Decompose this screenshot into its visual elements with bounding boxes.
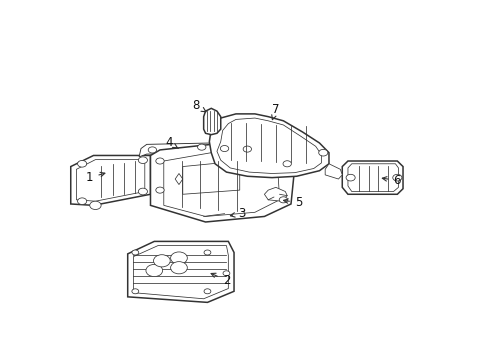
Text: 4: 4: [166, 136, 178, 149]
Circle shape: [171, 262, 187, 274]
Circle shape: [197, 144, 206, 150]
Circle shape: [77, 198, 87, 204]
Text: 8: 8: [193, 99, 206, 112]
Circle shape: [283, 161, 292, 167]
Circle shape: [132, 250, 139, 255]
Text: 1: 1: [86, 171, 105, 184]
Text: 3: 3: [230, 207, 245, 220]
Circle shape: [318, 149, 328, 156]
Polygon shape: [150, 144, 295, 222]
Polygon shape: [204, 108, 221, 135]
Circle shape: [148, 147, 157, 153]
Circle shape: [346, 174, 355, 181]
Circle shape: [156, 187, 164, 193]
Circle shape: [393, 174, 402, 181]
Circle shape: [138, 188, 147, 195]
Polygon shape: [209, 114, 329, 177]
Circle shape: [138, 157, 147, 163]
Circle shape: [223, 271, 230, 276]
Circle shape: [146, 264, 163, 276]
Circle shape: [204, 250, 211, 255]
Circle shape: [204, 289, 211, 294]
Text: 6: 6: [382, 174, 401, 187]
Text: 7: 7: [272, 103, 280, 120]
Polygon shape: [71, 156, 150, 205]
Circle shape: [153, 255, 170, 267]
Circle shape: [279, 197, 288, 203]
Circle shape: [77, 161, 87, 167]
Circle shape: [243, 146, 251, 152]
Polygon shape: [325, 164, 342, 179]
Polygon shape: [342, 161, 403, 194]
Circle shape: [220, 145, 229, 152]
Text: 2: 2: [211, 273, 230, 287]
Polygon shape: [139, 143, 261, 157]
Polygon shape: [198, 211, 228, 221]
Circle shape: [132, 289, 139, 294]
Circle shape: [156, 158, 164, 164]
Text: 5: 5: [284, 196, 302, 209]
Polygon shape: [265, 187, 287, 201]
Circle shape: [171, 252, 187, 264]
Circle shape: [90, 201, 101, 210]
Polygon shape: [128, 242, 234, 302]
